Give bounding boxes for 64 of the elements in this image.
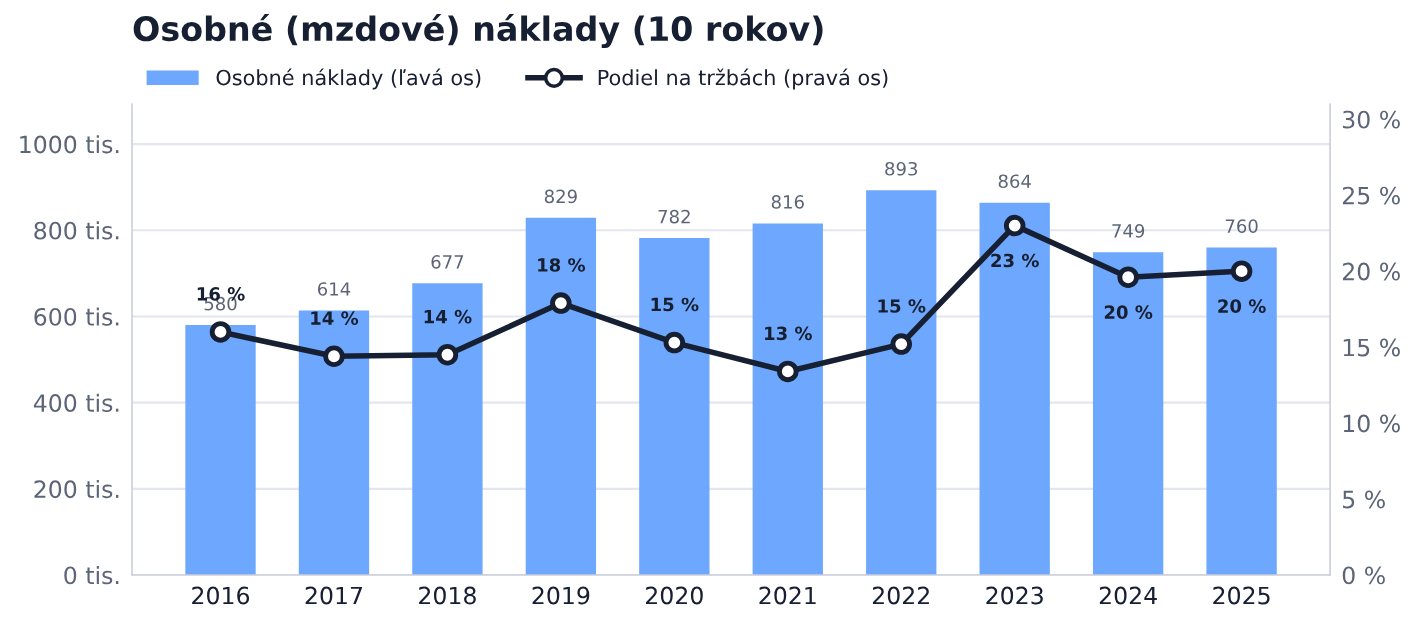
bar: [752, 223, 823, 576]
data-label: 14 %: [424, 309, 472, 324]
x-tick-label: 2021: [759, 586, 816, 605]
data-label: 893: [885, 161, 918, 176]
data-label: 23 %: [991, 253, 1039, 268]
y-tick-label: 600 tis.: [34, 307, 119, 326]
x-tick-label: 2016: [192, 586, 250, 605]
bar: [979, 202, 1050, 576]
y-tick-label: 1000 tis.: [20, 135, 119, 154]
x-tick-label: 2023: [986, 586, 1043, 605]
x-tick-label: 2025: [1213, 586, 1270, 605]
point: [1230, 260, 1253, 282]
data-label: 14 %: [311, 311, 359, 325]
point: [436, 343, 459, 366]
data-label: 816: [771, 195, 804, 209]
y-tick-label: 400 tis.: [33, 393, 119, 412]
data-label: 20 %: [1104, 305, 1153, 319]
data-label: 20 %: [1218, 299, 1266, 313]
bar: [639, 238, 710, 576]
bar: [298, 310, 370, 576]
data-label: 13 %: [765, 326, 812, 341]
point: [209, 321, 232, 343]
x-tick-label: 2019: [532, 586, 590, 605]
data-label: 782: [658, 209, 690, 224]
data-label: 15 %: [878, 299, 926, 313]
x-tick-label: 2018: [419, 586, 476, 605]
point: [323, 345, 345, 368]
data-label: 760: [1225, 219, 1258, 233]
bar: [412, 283, 483, 576]
y2-tick-label: 10 %: [1343, 414, 1400, 433]
y2-tick-label: 5 %: [1343, 490, 1385, 509]
x-tick-label: 2022: [872, 586, 929, 605]
y2-tick-label: 25 %: [1342, 186, 1400, 205]
data-label: 749: [1112, 224, 1145, 238]
bar: [1092, 252, 1164, 576]
point: [1003, 214, 1026, 237]
chart-title: Osobné (mzdové) náklady (10 rokov): [133, 14, 823, 48]
y-tick-label: 200 tis.: [34, 479, 119, 499]
point: [890, 333, 912, 355]
legend-label: Osobné náklady (ľavá os): [216, 68, 481, 90]
x-tick-label: 2024: [1099, 586, 1157, 605]
y-tick-label: 800 tis.: [34, 221, 119, 240]
bar: [185, 325, 256, 576]
data-label: 829: [544, 189, 577, 204]
y2-tick-label: 30 %: [1343, 110, 1400, 129]
bar: [525, 217, 597, 576]
data-label: 614: [318, 282, 351, 296]
legend-label: Podiel na tržbách (pravá os): [598, 68, 888, 90]
x-tick-label: 2017: [305, 586, 362, 605]
bar: [1206, 247, 1277, 576]
data-label: 677: [431, 255, 464, 269]
point: [550, 292, 572, 314]
point: [663, 331, 686, 354]
point: [1117, 266, 1139, 288]
x-tick-label: 2020: [646, 586, 703, 605]
data-label: 18 %: [538, 258, 586, 272]
y-tick-label: 0 tis.: [64, 566, 119, 585]
y2-tick-label: 0 %: [1342, 566, 1385, 585]
y2-tick-label: 20 %: [1342, 262, 1400, 281]
data-label: 15 %: [651, 297, 699, 312]
data-label: 864: [998, 174, 1031, 189]
point: [777, 360, 799, 383]
y2-tick-label: 15 %: [1343, 338, 1400, 357]
bar: [866, 190, 937, 576]
